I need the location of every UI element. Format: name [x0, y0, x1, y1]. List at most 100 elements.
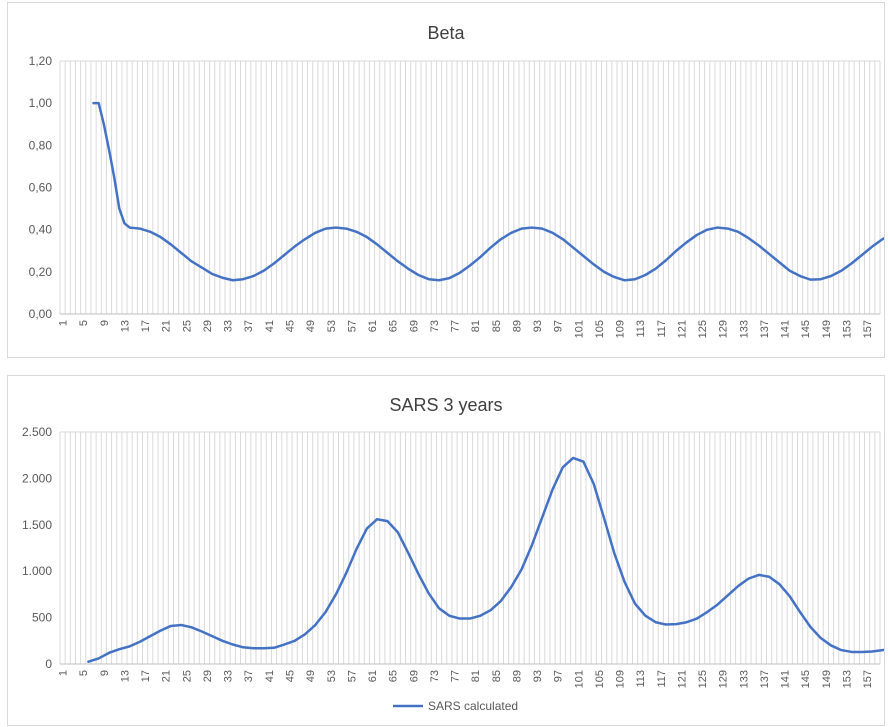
x-tick-label: 37 — [243, 670, 255, 682]
y-tick-label: 0,00 — [29, 307, 53, 321]
x-tick-label: 73 — [429, 670, 441, 682]
x-tick-label: 41 — [264, 320, 276, 332]
x-tick-label: 137 — [759, 320, 771, 338]
x-tick-label: 105 — [594, 320, 606, 338]
y-tick-label: 1,00 — [29, 96, 53, 110]
y-tick-label: 2.500 — [22, 425, 52, 439]
x-tick-label: 53 — [326, 670, 338, 682]
x-tick-label: 113 — [635, 670, 647, 688]
x-tick-label: 125 — [697, 670, 709, 688]
x-tick-label: 69 — [408, 320, 420, 332]
x-tick-label: 69 — [408, 670, 420, 682]
x-tick-label: 49 — [305, 670, 317, 682]
x-tick-label: 153 — [841, 320, 853, 338]
x-tick-label: 61 — [367, 320, 379, 332]
x-tick-label: 85 — [491, 670, 503, 682]
x-tick-label: 157 — [862, 320, 874, 338]
x-tick-label: 41 — [264, 670, 276, 682]
x-tick-label: 157 — [862, 670, 874, 688]
x-tick-label: 45 — [284, 670, 296, 682]
y-tick-label: 0 — [45, 657, 52, 671]
sars-chart-title: SARS 3 years — [389, 395, 502, 415]
y-tick-label: 1.500 — [22, 518, 52, 532]
x-tick-label: 1 — [58, 320, 70, 326]
x-tick-label: 81 — [470, 670, 482, 682]
x-tick-label: 101 — [573, 320, 585, 338]
x-tick-label: 121 — [676, 670, 688, 688]
x-tick-label: 133 — [738, 320, 750, 338]
x-tick-label: 149 — [821, 320, 833, 338]
beta-chart-panel: Beta 0,00 0,20 0,40 0,60 0,80 1,00 1,20 1 5 9 13 1… — [7, 2, 885, 358]
x-tick-label: 137 — [759, 670, 771, 688]
x-tick-label: 89 — [511, 320, 523, 332]
x-tick-label: 65 — [388, 670, 400, 682]
x-tick-label: 5 — [78, 320, 90, 326]
x-tick-label: 65 — [388, 320, 400, 332]
x-tick-label: 153 — [841, 670, 853, 688]
beta-chart: Beta 0,00 0,20 0,40 0,60 0,80 1,00 1,20 1 5 9 13 1… — [29, 23, 884, 338]
x-tick-label: 5 — [78, 670, 90, 676]
x-tick-label: 33 — [223, 320, 235, 332]
x-tick-label: 1 — [58, 670, 70, 676]
x-tick-label: 89 — [511, 670, 523, 682]
x-tick-label: 81 — [470, 320, 482, 332]
x-tick-label: 21 — [161, 670, 173, 682]
x-tick-label: 125 — [697, 320, 709, 338]
x-tick-label: 97 — [553, 320, 565, 332]
x-tick-label: 113 — [635, 320, 647, 338]
x-tick-label: 93 — [532, 320, 544, 332]
x-tick-label: 93 — [532, 670, 544, 682]
x-tick-label: 145 — [800, 670, 812, 688]
x-tick-label: 25 — [181, 320, 193, 332]
x-tick-label: 21 — [161, 320, 173, 332]
x-tick-label: 29 — [202, 320, 214, 332]
x-tick-label: 49 — [305, 320, 317, 332]
x-tick-label: 53 — [326, 320, 338, 332]
x-tick-label: 129 — [718, 320, 730, 338]
x-tick-label: 121 — [676, 320, 688, 338]
x-tick-label: 77 — [450, 320, 462, 332]
x-tick-label: 77 — [450, 670, 462, 682]
x-tick-label: 45 — [284, 320, 296, 332]
x-tick-label: 9 — [99, 670, 111, 676]
y-tick-label: 500 — [32, 611, 52, 625]
x-tick-label: 73 — [429, 320, 441, 332]
x-tick-label: 109 — [615, 670, 627, 688]
x-tick-label: 149 — [821, 670, 833, 688]
y-tick-label: 1,20 — [29, 54, 53, 68]
series-line — [87, 456, 884, 663]
x-tick-label: 105 — [594, 670, 606, 688]
legend-label-sars-calculated: SARS calculated — [428, 699, 518, 713]
x-tick-label: 13 — [119, 670, 131, 682]
sars-legend: SARS calculated — [393, 699, 518, 713]
y-tick-label: 1.000 — [22, 564, 52, 578]
x-tick-label: 117 — [656, 670, 668, 688]
x-tick-label: 17 — [140, 670, 152, 682]
x-tick-label: 129 — [718, 670, 730, 688]
x-tick-label: 141 — [780, 670, 792, 688]
y-tick-label: 2.000 — [22, 471, 52, 485]
x-tick-label: 145 — [800, 320, 812, 338]
x-tick-label: 17 — [140, 320, 152, 332]
x-tick-label: 9 — [99, 320, 111, 326]
x-tick-label: 133 — [738, 670, 750, 688]
x-tick-label: 117 — [656, 320, 668, 338]
x-tick-label: 37 — [243, 320, 255, 332]
x-tick-label: 61 — [367, 670, 379, 682]
x-tick-label: 25 — [181, 670, 193, 682]
y-tick-label: 0,60 — [29, 181, 53, 195]
y-tick-label: 0,40 — [29, 223, 53, 237]
beta-chart-title: Beta — [427, 23, 465, 43]
x-tick-label: 57 — [346, 320, 358, 332]
x-tick-label: 29 — [202, 670, 214, 682]
x-tick-label: 13 — [119, 320, 131, 332]
x-tick-label: 109 — [615, 320, 627, 338]
y-tick-label: 0,20 — [29, 265, 53, 279]
x-tick-label: 101 — [573, 670, 585, 688]
x-tick-label: 85 — [491, 320, 503, 332]
x-tick-label: 97 — [553, 670, 565, 682]
x-tick-label: 33 — [223, 670, 235, 682]
y-tick-label: 0,80 — [29, 138, 53, 152]
